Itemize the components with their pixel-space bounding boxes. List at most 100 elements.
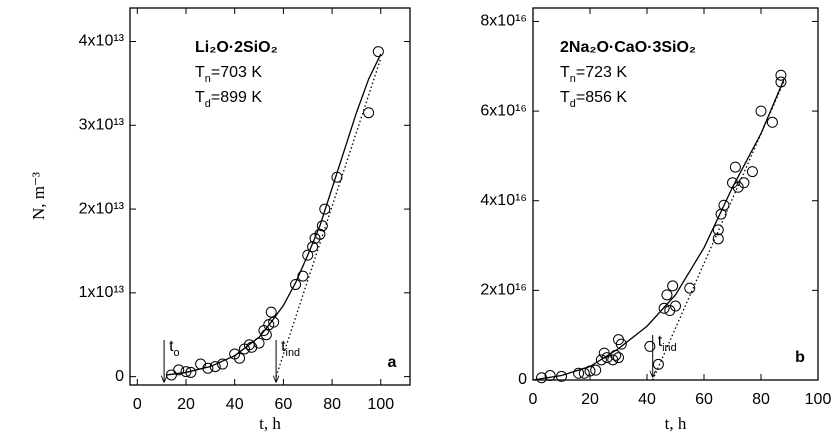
y-tick-label: 6x10¹⁶	[480, 102, 527, 119]
x-tick-label: 100	[367, 396, 394, 413]
plot-frame	[129, 7, 411, 386]
y-tick-label: 3x10¹³	[79, 117, 125, 134]
data-point	[718, 199, 730, 211]
x-tick-label: 40	[638, 391, 656, 408]
annotation-text: Td=856 K	[560, 89, 627, 110]
x-tick-label: 40	[226, 396, 244, 413]
data-point	[165, 369, 177, 381]
data-point	[775, 69, 787, 81]
subscript: d	[570, 98, 576, 110]
plot-frame	[532, 7, 819, 381]
x-tick-label: 20	[177, 396, 195, 413]
x-tick-label: 100	[805, 391, 832, 408]
data-point	[658, 302, 670, 314]
text-part: =856 K	[576, 89, 627, 106]
x-tick-label: 60	[274, 396, 292, 413]
data-point	[314, 228, 326, 240]
y-tick-label: 2x10¹³	[79, 200, 125, 217]
x-axis-label: t, h	[665, 414, 687, 433]
y-tick-label: 1x10¹³	[79, 284, 125, 301]
data-point	[755, 105, 767, 117]
data-point	[234, 352, 246, 364]
annotation-text: Td=899 K	[195, 89, 262, 110]
subscript: n	[570, 73, 576, 85]
data-point	[595, 354, 607, 366]
annotation-text: 2Na₂O·CaO·3SiO₂	[560, 39, 696, 56]
arrow-label: to	[169, 338, 180, 359]
arrow-label: tind	[658, 333, 677, 354]
data-point	[613, 352, 624, 364]
data-point	[290, 278, 302, 290]
data-point	[265, 306, 277, 318]
tangent-line	[652, 81, 785, 381]
data-point	[372, 46, 384, 58]
text-part: =899 K	[211, 89, 262, 106]
subscript: o	[174, 347, 180, 359]
text-part: T	[560, 64, 570, 81]
data-point	[652, 358, 664, 370]
x-tick-label: 0	[529, 391, 538, 408]
data-point	[253, 337, 265, 349]
x-tick-label: 60	[695, 391, 713, 408]
text-part: =723 K	[576, 64, 627, 81]
data-point	[544, 370, 556, 382]
y-tick-label: 4x10¹⁶	[480, 192, 527, 209]
data-point	[738, 177, 750, 189]
data-point	[670, 300, 681, 312]
text-part: =703 K	[211, 64, 262, 81]
text-part: 2Na₂O·CaO·3SiO₂	[560, 39, 696, 56]
y-tick-label: 0	[518, 371, 527, 388]
x-tick-label: 80	[323, 396, 341, 413]
data-point	[661, 289, 673, 301]
data-point	[615, 338, 627, 350]
data-point	[319, 203, 331, 215]
text-part: t	[169, 338, 174, 355]
panel-label: a	[388, 354, 397, 371]
annotation-text: Tn=723 K	[560, 64, 627, 85]
data-point	[729, 161, 741, 173]
tangent-line	[275, 58, 382, 377]
text-part: T	[195, 64, 205, 81]
y-tick-label: 2x10¹⁶	[480, 282, 527, 299]
x-tick-label: 20	[581, 391, 599, 408]
subscript: ind	[286, 347, 301, 359]
annotation-text: Tn=703 K	[195, 64, 262, 85]
arrow-label: tind	[281, 338, 300, 359]
x-tick-label: 80	[752, 391, 770, 408]
fit-curve	[166, 53, 382, 376]
data-point	[766, 116, 778, 128]
data-point	[363, 107, 375, 119]
text-part: T	[195, 89, 205, 106]
data-point	[173, 364, 185, 376]
data-point	[644, 340, 656, 352]
data-point	[684, 282, 696, 294]
subscript: ind	[662, 342, 677, 354]
data-point	[712, 224, 724, 236]
y-tick-label: 0	[115, 368, 124, 385]
x-tick-label: 0	[133, 396, 142, 413]
data-point	[601, 352, 613, 364]
y-tick-label: 8x10¹⁶	[480, 13, 527, 30]
data-point	[667, 280, 679, 292]
data-point	[246, 341, 258, 353]
y-axis-label: N, m⁻³	[29, 172, 48, 220]
data-point	[268, 316, 280, 328]
text-part: Li₂O·2SiO₂	[195, 39, 278, 56]
panel-label: b	[795, 349, 805, 366]
y-tick-label: 4x10¹³	[79, 33, 125, 50]
data-point	[302, 249, 314, 261]
subscript: d	[205, 98, 211, 110]
text-part: t	[658, 333, 663, 350]
fit-curve	[532, 79, 785, 381]
data-point	[590, 364, 602, 376]
data-point	[746, 166, 758, 178]
text-part: t	[281, 338, 286, 355]
data-point	[316, 220, 328, 232]
text-part: T	[560, 89, 570, 106]
data-point	[573, 367, 585, 379]
data-point	[712, 233, 724, 245]
annotation-text: Li₂O·2SiO₂	[195, 39, 278, 56]
x-axis-label: t, h	[259, 414, 281, 433]
subscript: n	[205, 73, 211, 85]
